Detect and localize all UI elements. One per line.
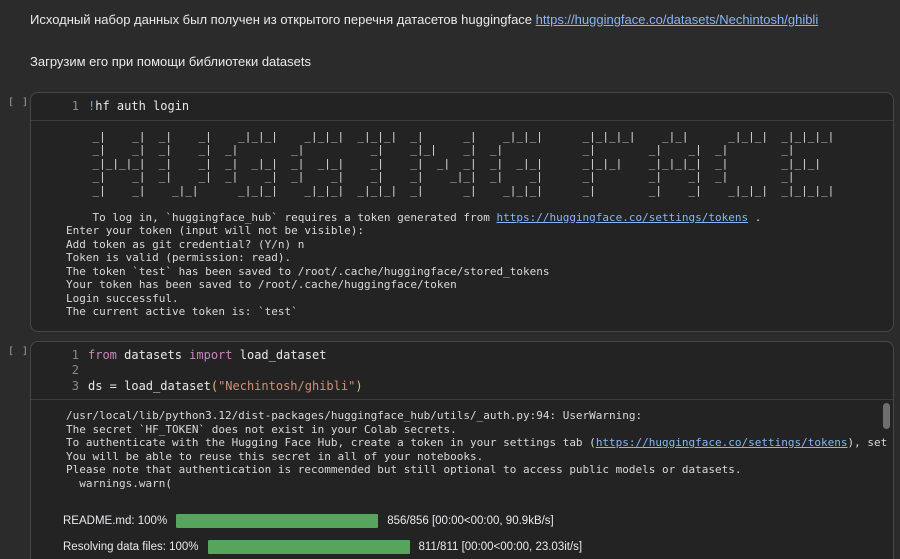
code-text: ds = load_dataset [88, 378, 211, 393]
progress-stats: 811/811 [00:00<00:00, 23.03it/s] [418, 540, 583, 553]
code-line: 1 from datasets import load_dataset [31, 348, 893, 364]
string-token: "Nechintosh/ghibli" [218, 378, 356, 393]
cell-2-output: /usr/local/lib/python3.12/dist-packages/… [31, 400, 893, 502]
intro-paragraph-1: Исходный набор данных был получен из отк… [0, 0, 900, 28]
code-text: datasets [116, 347, 190, 362]
cell-divider [31, 399, 893, 400]
cell-1-output: _| _| _| _| _|_|_| _|_|_| _|_|_| _| _| _… [31, 121, 893, 331]
cell-2-code-editor[interactable]: 1 from datasets import load_dataset 2 3 ds… [31, 342, 893, 400]
cell-1-container: 1! hf auth login _| _| _| _| _|_|_| _|_|_… [30, 92, 894, 332]
progress-bar [176, 513, 379, 528]
progress-label: README.md: 100% [63, 514, 168, 527]
code-line: 1! hf auth login [31, 99, 893, 115]
intro-text-1: Исходный набор данных был получен из отк… [30, 12, 536, 27]
code-text: hf auth login [95, 99, 190, 113]
shell-bang-token: ! [88, 99, 96, 113]
line-number: 2 [71, 363, 79, 377]
line-number: 1 [71, 99, 79, 113]
run-cell-button[interactable]: [ ] [8, 97, 30, 108]
run-cell-button[interactable]: [ ] [8, 345, 30, 357]
progress-row-readme: README.md: 100% 856/856 [00:00<00:00, 90… [63, 513, 893, 528]
output-text: To log in, `huggingface_hub` requires a … [66, 210, 497, 224]
code-cell-1: [ ] 1! hf auth login _| _| _| _| _|_|_| _… [0, 92, 900, 332]
code-line: 3 ds = load_dataset("Nechintosh/ghibli") [31, 379, 893, 395]
progress-label: Resolving data files: 100% [63, 540, 199, 553]
intro-paragraph-2: Загрузим его при помощи библиотеки datas… [0, 28, 900, 70]
paren-token: ( [210, 378, 219, 393]
code-cell-2: [ ] 1 from datasets import load_dataset 2… [0, 340, 900, 559]
cell-1-code-editor[interactable]: 1! hf auth login [31, 93, 893, 120]
hf-ascii-logo: _| _| _| _| _|_|_| _|_|_| _|_|_| _| _| _… [92, 129, 835, 197]
keyword-token: import [189, 347, 233, 362]
progress-bar-fill [207, 539, 410, 554]
output-text: . Enter your token (input will not be vi… [66, 210, 762, 319]
settings-tokens-link[interactable]: https://huggingface.co/settings/tokens [595, 436, 848, 449]
download-progress-list: README.md: 100% 856/856 [00:00<00:00, 90… [31, 513, 893, 559]
cell-2-container: 1 from datasets import load_dataset 2 3 ds… [30, 340, 894, 559]
progress-bar-fill [176, 513, 379, 528]
progress-bar [207, 539, 410, 554]
line-number: 3 [71, 378, 79, 393]
code-text: load_dataset [232, 347, 327, 362]
code-line: 2 [31, 363, 893, 379]
cell-divider [31, 119, 893, 121]
progress-stats: 856/856 [00:00<00:00, 90.9kB/s] [387, 514, 554, 527]
intro-text-2: Загрузим его при помощи библиотеки datas… [30, 54, 311, 69]
keyword-token: from [88, 347, 117, 362]
dataset-link[interactable]: https://huggingface.co/datasets/Nechinto… [535, 12, 819, 27]
paren-token: ) [355, 378, 363, 393]
line-number: 1 [71, 347, 79, 362]
settings-tokens-link[interactable]: https://huggingface.co/settings/tokens [496, 210, 749, 224]
warning-text: /usr/local/lib/python3.12/dist-packages/… [66, 409, 643, 449]
warning-text: ), set i You will be able to reuse this … [66, 436, 888, 490]
progress-row-resolving: Resolving data files: 100% 811/811 [00:0… [63, 539, 893, 554]
output-scrollbar-thumb[interactable] [883, 402, 890, 429]
